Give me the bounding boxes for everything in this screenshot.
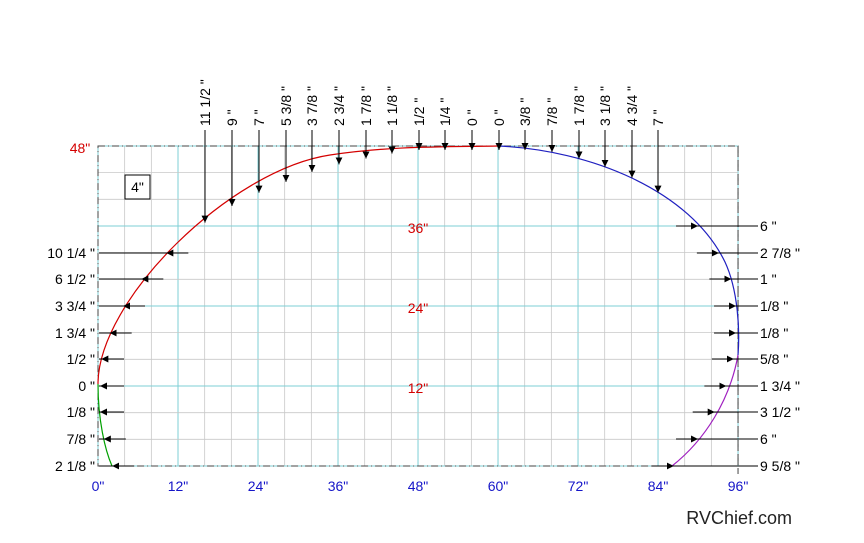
left-offset-label: 1 3/4 " xyxy=(55,325,95,341)
x-axis-label: 48" xyxy=(408,478,429,494)
x-axis-label: 72" xyxy=(568,478,589,494)
curve-top-right xyxy=(497,145,740,356)
top-offset-label: 1/4 " xyxy=(437,98,453,126)
top-offset-label: 2 3/4 " xyxy=(331,86,347,126)
x-axis-label: 0" xyxy=(92,478,105,494)
y-axis-label: 12" xyxy=(408,380,429,396)
top-offset-label: 3 7/8 " xyxy=(304,86,320,126)
top-offset-label: 0 " xyxy=(464,109,480,126)
x-axis-label: 84" xyxy=(648,478,669,494)
top-offset-label: 1 7/8 " xyxy=(358,86,374,126)
right-offset-label: 1/8 " xyxy=(760,325,788,341)
credit-text: RVChief.com xyxy=(686,508,792,528)
right-offset-dimensions: 6 " 2 7/8 " 1 " 1/8 " 1/8 " 5/8 " 1 3/4 " 3 1/2… xyxy=(651,218,800,474)
top-offset-label: 5 3/8 " xyxy=(278,86,294,126)
top-offset-label: 4 3/4 " xyxy=(624,86,640,126)
left-offset-label: 1/2 " xyxy=(67,351,95,367)
right-offset-label: 1/8 " xyxy=(760,298,788,314)
right-offset-label: 9 5/8 " xyxy=(760,458,800,474)
right-offset-label: 6 " xyxy=(760,218,777,234)
top-offset-dimensions: 11 1/2 " 9 " 7 " 5 3/8 " 3 7/8 " 2 3/4 " 1 7/8… xyxy=(197,79,666,223)
top-offset-label: 3/8 " xyxy=(517,98,533,126)
y-axis-label: 48" xyxy=(70,140,91,156)
right-offset-label: 2 7/8 " xyxy=(760,245,800,261)
left-offset-label: 6 1/2 " xyxy=(55,271,95,287)
right-offset-label: 3 1/2 " xyxy=(760,404,800,420)
top-offset-label: 1 7/8 " xyxy=(571,86,587,126)
right-offset-label: 1 " xyxy=(760,271,777,287)
top-offset-label: 1/2 " xyxy=(411,98,427,126)
left-offset-label: 0 " xyxy=(78,378,95,394)
left-offset-dimensions: 10 1/4 " 6 1/2 " 3 3/4 " 1 3/4 " 1/2 " 0 " 1/8… xyxy=(47,245,189,474)
grid-spacing-box: 4" xyxy=(124,174,151,200)
x-axis-label: 60" xyxy=(488,478,509,494)
y-axis-label: 24" xyxy=(408,300,429,316)
x-axis-label: 12" xyxy=(168,478,189,494)
axis-labels: 0" 12" 24" 36" 48" 60" 72" 84" 96" 12" 24" 36" 48" xyxy=(70,140,749,494)
left-offset-label: 2 1/8 " xyxy=(55,458,95,474)
x-axis-label: 36" xyxy=(328,478,349,494)
left-offset-label: 3 3/4 " xyxy=(55,298,95,314)
top-offset-label: 9 " xyxy=(224,109,240,126)
grid-spacing-label: 4" xyxy=(131,179,144,195)
left-offset-label: 10 1/4 " xyxy=(47,245,95,261)
right-offset-label: 6 " xyxy=(760,431,777,447)
top-offset-label: 7 " xyxy=(650,109,666,126)
curve-bottom-right xyxy=(671,354,739,467)
top-offset-label: 7 " xyxy=(251,109,267,126)
x-axis-label: 24" xyxy=(248,478,269,494)
top-offset-label: 1 1/8 " xyxy=(384,86,400,126)
top-offset-label: 3 1/8 " xyxy=(597,86,613,126)
x-axis-label: 96" xyxy=(728,478,749,494)
right-offset-label: 5/8 " xyxy=(760,351,788,367)
curve-paths xyxy=(97,145,740,467)
top-offset-label: 11 1/2 " xyxy=(197,79,213,126)
right-offset-label: 1 3/4 " xyxy=(760,378,800,394)
left-offset-label: 7/8 " xyxy=(67,431,95,447)
curve-bottom-left xyxy=(97,383,113,467)
top-offset-label: 0 " xyxy=(491,109,507,126)
curve-top-left xyxy=(97,145,499,385)
top-offset-label: 7/8 " xyxy=(544,98,560,126)
left-offset-label: 1/8 " xyxy=(67,404,95,420)
y-axis-label: 36" xyxy=(408,220,429,236)
